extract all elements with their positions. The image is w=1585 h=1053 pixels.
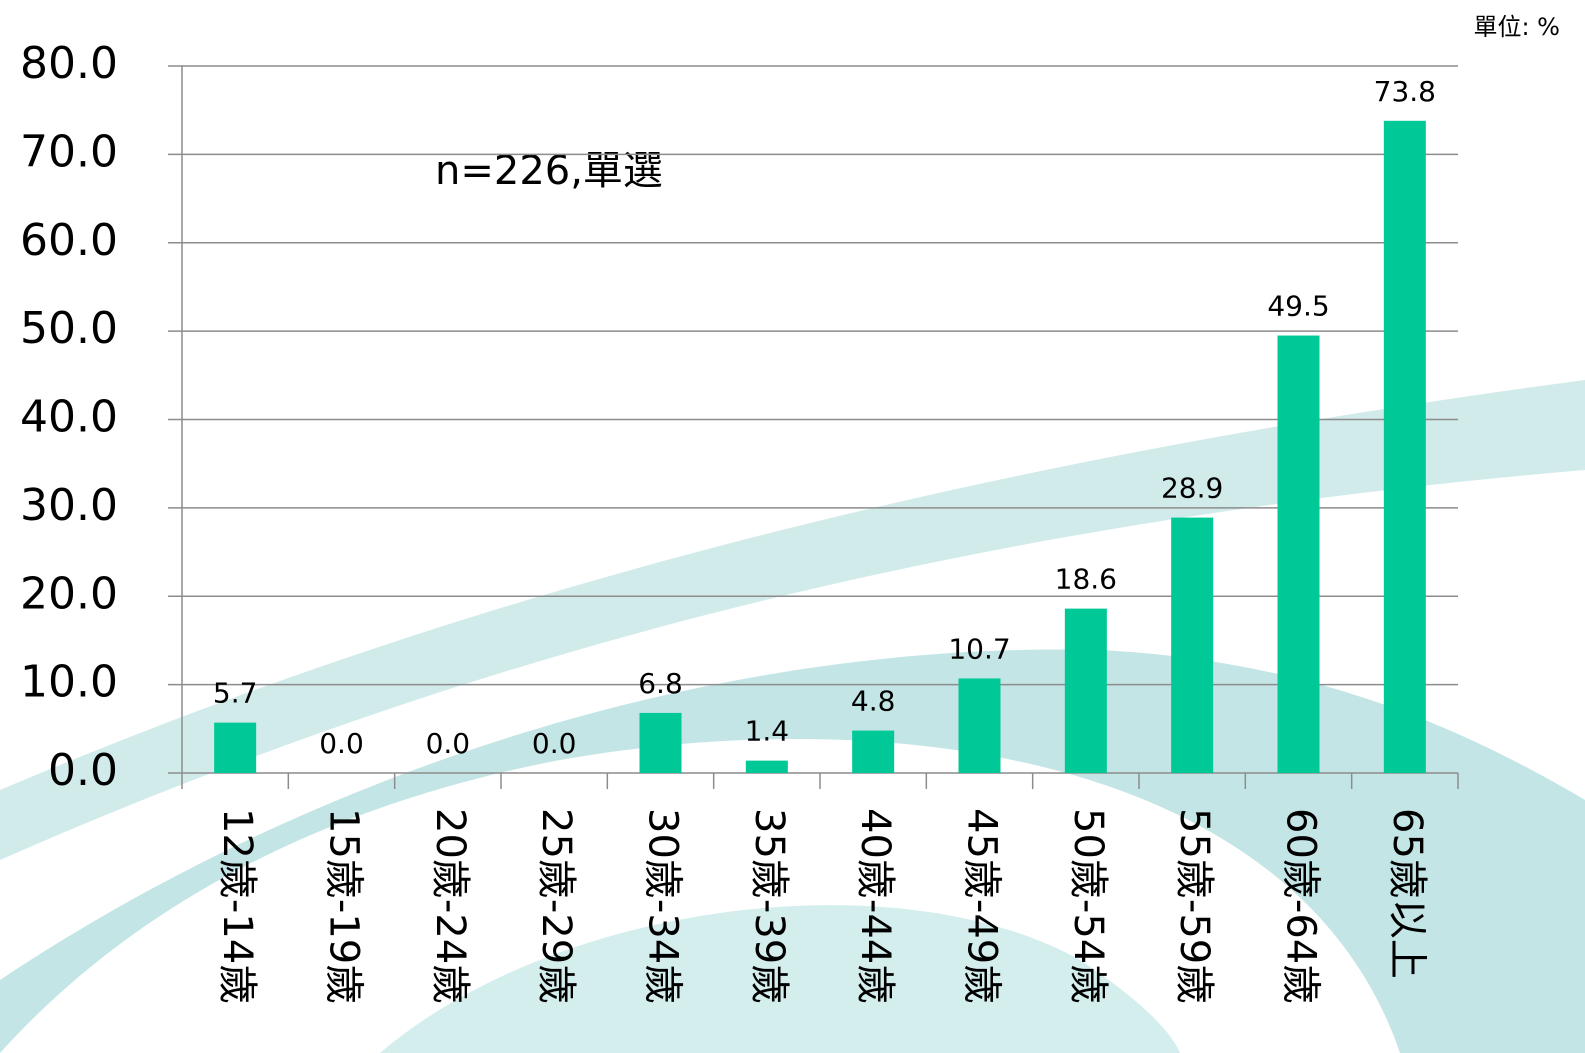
bar bbox=[745, 760, 788, 773]
y-tick-label: 70.0 bbox=[20, 126, 118, 177]
y-tick-label: 80.0 bbox=[20, 38, 118, 89]
value-label: 0.0 bbox=[426, 727, 471, 760]
x-tick-label: 12歲-14歲 bbox=[214, 808, 260, 1004]
bar bbox=[639, 712, 682, 773]
y-tick-label: 20.0 bbox=[20, 568, 118, 619]
bar bbox=[1064, 608, 1107, 773]
y-tick-label: 30.0 bbox=[20, 480, 118, 531]
value-label: 10.7 bbox=[948, 632, 1010, 665]
x-tick-label: 25歲-29歲 bbox=[533, 808, 579, 1004]
y-tick-label: 40.0 bbox=[20, 392, 118, 443]
bar bbox=[1171, 517, 1214, 773]
annotation: n=226,單選 bbox=[435, 148, 663, 194]
value-label: 49.5 bbox=[1267, 290, 1329, 323]
x-tick-label: 65歲以上 bbox=[1384, 808, 1430, 979]
value-label: 0.0 bbox=[532, 727, 577, 760]
value-label: 18.6 bbox=[1055, 563, 1117, 596]
x-tick-label: 20歲-24歲 bbox=[427, 808, 473, 1004]
value-label: 5.7 bbox=[213, 677, 258, 710]
y-tick-label: 60.0 bbox=[20, 215, 118, 266]
unit-label: 單位: % bbox=[1473, 13, 1560, 41]
x-tick-label: 50歲-54歲 bbox=[1065, 808, 1111, 1004]
value-label: 28.9 bbox=[1161, 472, 1223, 505]
value-label: 0.0 bbox=[319, 727, 364, 760]
x-tick-label: 15歲-19歲 bbox=[321, 808, 367, 1004]
x-tick-label: 45歲-49歲 bbox=[959, 808, 1005, 1004]
value-label: 4.8 bbox=[851, 685, 896, 718]
bar bbox=[1383, 120, 1426, 774]
bar bbox=[958, 678, 1001, 773]
value-label: 6.8 bbox=[638, 667, 683, 700]
x-tick-label: 55歲-59歲 bbox=[1171, 808, 1217, 1004]
x-tick-label: 30歲-34歲 bbox=[640, 808, 686, 1004]
bar bbox=[1277, 335, 1320, 773]
y-tick-label: 10.0 bbox=[20, 657, 118, 708]
x-tick-label: 40歲-44歲 bbox=[852, 808, 898, 1004]
bar bbox=[852, 730, 895, 773]
bar bbox=[214, 722, 257, 773]
y-tick-label: 0.0 bbox=[48, 745, 118, 796]
y-tick-label: 50.0 bbox=[20, 303, 118, 354]
value-label: 73.8 bbox=[1374, 75, 1436, 108]
value-label: 1.4 bbox=[745, 715, 790, 748]
x-tick-label: 60歲-64歲 bbox=[1278, 808, 1324, 1004]
x-tick-label: 35歲-39歲 bbox=[746, 808, 792, 1004]
